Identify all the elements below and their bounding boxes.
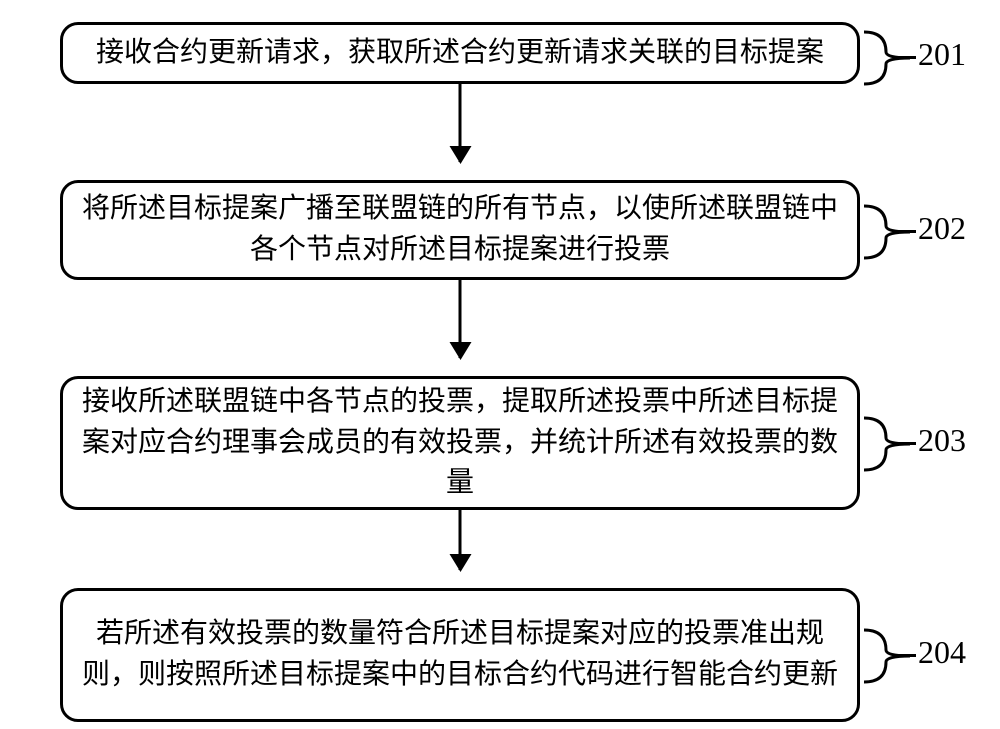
flowchart-canvas: 接收合约更新请求，获取所述合约更新请求关联的目标提案 201 将所述目标提案广播… <box>0 0 1000 729</box>
arrow-2-3 <box>459 280 462 358</box>
flow-node-1-text: 接收合约更新请求，获取所述合约更新请求关联的目标提案 <box>96 33 824 74</box>
flow-node-2: 将所述目标提案广播至联盟链的所有节点，以使所述联盟链中各个节点对所述目标提案进行… <box>60 180 860 280</box>
step-label-202: 202 <box>918 210 966 247</box>
arrow-3-4 <box>459 510 462 570</box>
flow-node-4-text: 若所述有效投票的数量符合所述目标提案对应的投票准出规则，则按照所述目标提案中的目… <box>81 614 839 695</box>
flow-node-3: 接收所述联盟链中各节点的投票，提取所述投票中所述目标提案对应合约理事会成员的有效… <box>60 376 860 510</box>
step-label-204: 204 <box>918 634 966 671</box>
flow-node-2-text: 将所述目标提案广播至联盟链的所有节点，以使所述联盟链中各个节点对所述目标提案进行… <box>81 189 839 270</box>
flow-node-4: 若所述有效投票的数量符合所述目标提案对应的投票准出规则，则按照所述目标提案中的目… <box>60 588 860 722</box>
brace-2-lead <box>898 230 916 233</box>
flow-node-3-text: 接收所述联盟链中各节点的投票，提取所述投票中所述目标提案对应合约理事会成员的有效… <box>81 382 839 504</box>
brace-1-lead <box>898 56 916 59</box>
brace-4-lead <box>898 654 916 657</box>
step-label-201: 201 <box>918 36 966 73</box>
flow-node-1: 接收合约更新请求，获取所述合约更新请求关联的目标提案 <box>60 22 860 84</box>
step-label-203: 203 <box>918 422 966 459</box>
brace-3-lead <box>898 442 916 445</box>
arrow-1-2 <box>459 84 462 162</box>
